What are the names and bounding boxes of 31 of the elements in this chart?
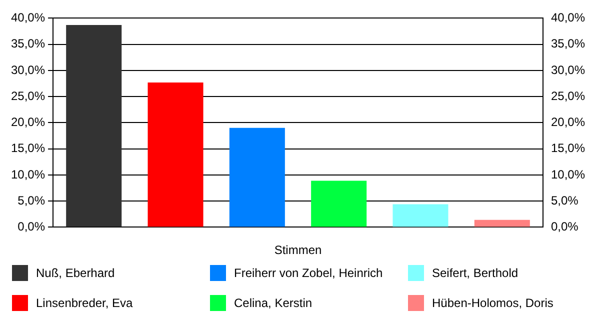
y-tick-label: 25,0% xyxy=(10,88,46,103)
bar xyxy=(311,180,367,227)
y-tick-label: 15,0% xyxy=(10,141,46,156)
y2-tick-label: 35,0% xyxy=(550,36,586,51)
y2-tick-label: 10,0% xyxy=(550,167,586,182)
x-axis-title: Stimmen xyxy=(274,243,322,258)
legend-label: Linsenbreder, Eva xyxy=(36,296,133,310)
y-tick-label: 20,0% xyxy=(10,115,46,130)
bar xyxy=(229,128,285,227)
y-tick-label: 35,0% xyxy=(10,36,46,51)
y2-tick-label: 5,0% xyxy=(550,193,579,208)
y-tick-label: 5,0% xyxy=(18,193,46,208)
y-tick-label: 10,0% xyxy=(10,167,46,182)
legend-label: Seifert, Berthold xyxy=(432,266,518,280)
y-tick-label: 30,0% xyxy=(10,62,46,77)
y2-tick-label: 30,0% xyxy=(550,62,586,77)
y-tick-label: 0,0% xyxy=(18,220,46,234)
bar xyxy=(474,220,530,227)
y2-tick-label: 25,0% xyxy=(550,88,586,103)
bar xyxy=(148,82,204,227)
bar xyxy=(392,204,448,227)
legend-label: Freiherr von Zobel, Heinrich xyxy=(234,266,383,280)
legend-label: Nuß, Eberhard xyxy=(36,266,115,280)
legend-label: Hüben-Holomos, Doris xyxy=(432,296,554,310)
y2-tick-label: 15,0% xyxy=(550,141,586,156)
y2-tick-label: 40,0% xyxy=(550,10,586,25)
y-tick-label: 40,0% xyxy=(10,10,46,25)
bar xyxy=(66,24,122,227)
y2-tick-label: 20,0% xyxy=(550,115,586,130)
legend-label: Celina, Kerstin xyxy=(234,296,312,310)
y2-tick-label: 0,0% xyxy=(550,220,579,234)
